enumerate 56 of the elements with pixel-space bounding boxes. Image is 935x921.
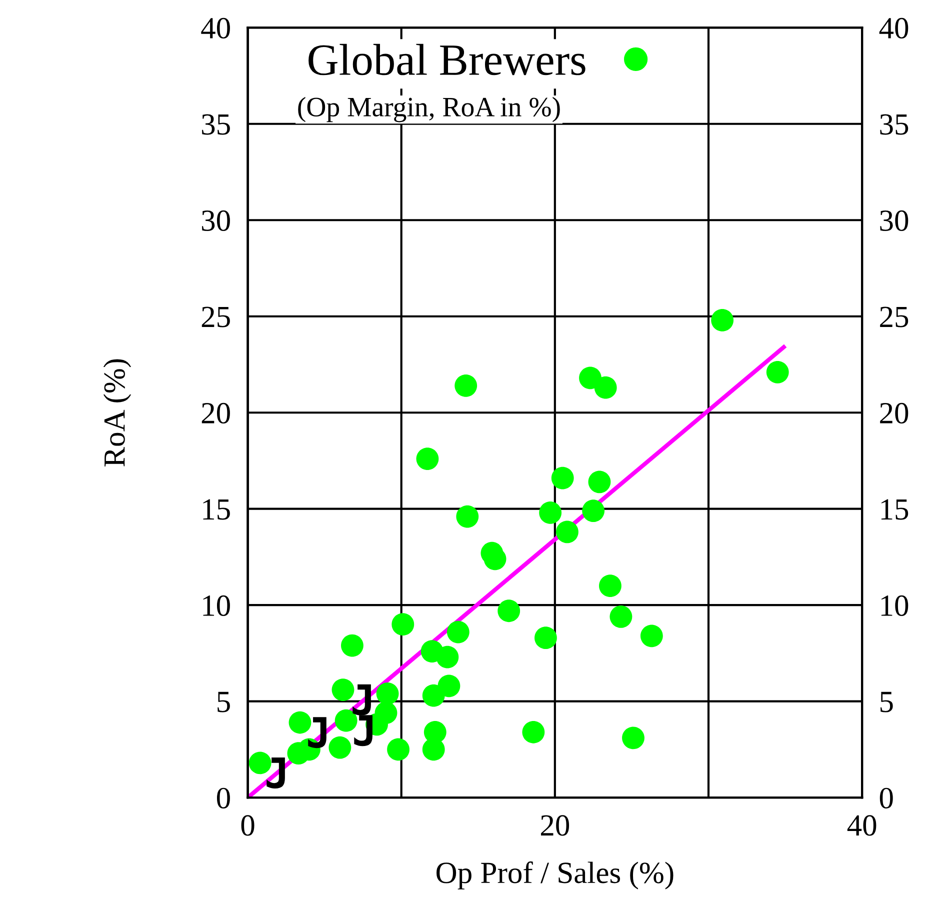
- point: [422, 738, 445, 761]
- point: [588, 470, 611, 494]
- point: [376, 682, 399, 705]
- y-tick-label: 20: [202, 402, 230, 424]
- annotation: J: [354, 715, 372, 746]
- point: [599, 574, 622, 598]
- point: [582, 500, 605, 522]
- y-tick-label: 25: [202, 306, 230, 328]
- text: (Op Margin, RoA in %): [298, 96, 560, 122]
- y-tick-label: 30: [202, 210, 230, 232]
- legend-label: Global Brewers: [308, 44, 586, 76]
- y2-tick-label: 40: [879, 18, 908, 39]
- point: [579, 366, 602, 390]
- point: [422, 684, 445, 707]
- point: [522, 720, 545, 744]
- x-tick-label: 40: [847, 815, 876, 836]
- point: [498, 600, 520, 622]
- y2-tick-label: 0: [880, 788, 893, 808]
- point: [766, 360, 789, 384]
- point: [454, 374, 478, 397]
- point: [534, 626, 557, 650]
- point: [332, 678, 354, 701]
- point: [640, 624, 663, 648]
- point: [328, 736, 352, 759]
- y-tick-label: 0: [216, 788, 230, 808]
- y2-tick-label: 35: [880, 114, 908, 135]
- point: [392, 613, 414, 636]
- point: [622, 726, 644, 750]
- point: [456, 505, 479, 528]
- point: [387, 738, 410, 761]
- point: [551, 466, 574, 490]
- y-tick-label: 35: [202, 114, 230, 135]
- y2-tick-label: 10: [881, 595, 908, 616]
- y2-tick-label: 15: [881, 499, 908, 520]
- y2-tick-label: 5: [880, 692, 893, 712]
- point: [711, 309, 734, 332]
- point: [341, 634, 364, 657]
- x-tick-label: 20: [540, 815, 570, 836]
- y-tick-label: 10: [203, 595, 230, 616]
- y-axis-title: RoA (%): [103, 359, 132, 466]
- point: [610, 605, 632, 628]
- x-tick-label: 0: [241, 815, 254, 836]
- point: [556, 520, 578, 544]
- y-tick-label: 5: [218, 692, 230, 712]
- y-tick-label: 40: [201, 18, 230, 39]
- y2-tick-label: 25: [880, 306, 908, 328]
- point: [594, 376, 617, 399]
- point: [416, 448, 439, 470]
- y-tick-label: 15: [203, 499, 230, 520]
- point: [446, 620, 470, 644]
- point: [539, 502, 562, 524]
- y2-tick-label: 30: [880, 210, 908, 232]
- point: [436, 646, 459, 668]
- x-axis-title: Op Prof / Sales (%): [436, 861, 674, 890]
- point: [438, 674, 460, 698]
- y2-tick-label: 20: [880, 402, 908, 424]
